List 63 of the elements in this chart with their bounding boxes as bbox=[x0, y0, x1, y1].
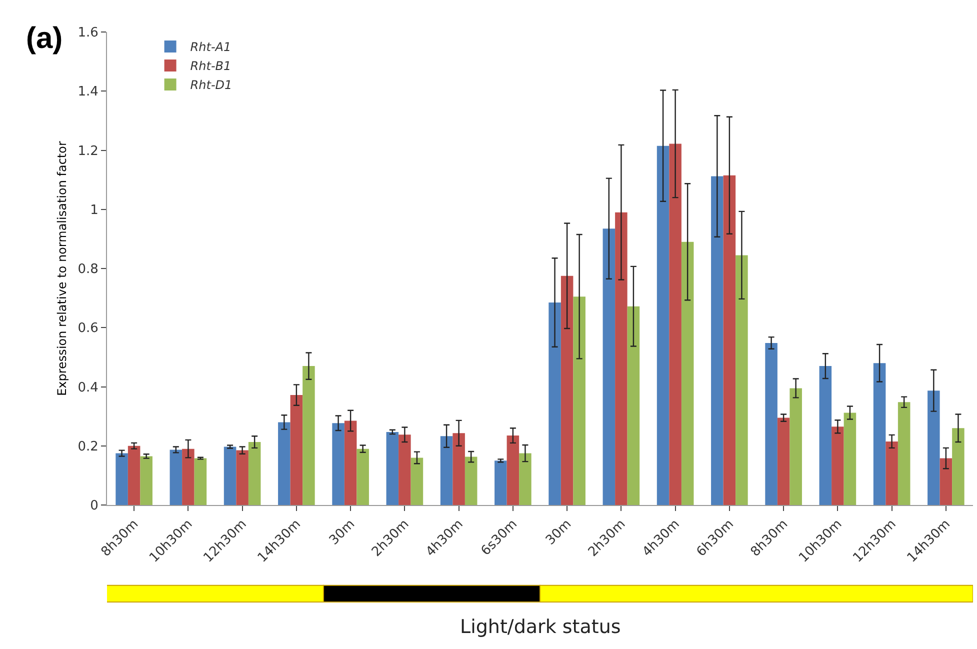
bar bbox=[656, 146, 670, 505]
y-tick-label: 0.4 bbox=[78, 380, 98, 396]
bar bbox=[290, 395, 303, 505]
bar bbox=[519, 453, 532, 505]
bar bbox=[128, 446, 140, 505]
bar bbox=[344, 420, 357, 505]
bar bbox=[506, 436, 520, 505]
bar bbox=[560, 276, 574, 505]
legend-label: Rht-A1 bbox=[190, 40, 232, 54]
bar bbox=[898, 402, 910, 505]
bar bbox=[548, 302, 561, 505]
bar bbox=[928, 390, 940, 505]
bar bbox=[464, 456, 478, 505]
bar bbox=[940, 458, 952, 505]
bar bbox=[627, 306, 640, 505]
bar bbox=[777, 418, 790, 505]
bar bbox=[886, 441, 898, 505]
bar bbox=[832, 426, 844, 505]
bar bbox=[356, 448, 369, 505]
bar bbox=[410, 458, 424, 505]
bar bbox=[440, 436, 453, 505]
bar bbox=[302, 366, 315, 505]
bar bbox=[681, 242, 694, 505]
bar bbox=[844, 412, 856, 505]
legend-label: Rht-D1 bbox=[190, 78, 232, 92]
y-tick-label: 1.2 bbox=[78, 144, 98, 159]
bar bbox=[236, 450, 248, 505]
y-tick-label: 0.2 bbox=[78, 439, 98, 454]
y-tick-label: 0.8 bbox=[78, 262, 98, 278]
bar bbox=[224, 446, 236, 505]
bar bbox=[386, 432, 399, 505]
bar bbox=[573, 296, 586, 505]
y-axis-title: Expression relative to normalisation factor bbox=[55, 141, 70, 396]
bar bbox=[452, 433, 465, 505]
y-tick-label: 0.6 bbox=[78, 321, 98, 336]
legend-label: Rht-B1 bbox=[190, 59, 232, 74]
y-tick-label: 0 bbox=[90, 498, 98, 514]
y-tick-label: 1.4 bbox=[78, 84, 98, 100]
bar bbox=[494, 460, 507, 505]
text: (a) bbox=[26, 22, 63, 55]
bar bbox=[602, 228, 616, 505]
bar bbox=[615, 212, 628, 505]
bar bbox=[116, 453, 128, 505]
bar bbox=[248, 442, 261, 505]
bar bbox=[398, 434, 411, 505]
bar bbox=[278, 422, 290, 505]
bar bbox=[819, 366, 832, 505]
bar bbox=[790, 388, 802, 505]
bar bbox=[765, 343, 778, 505]
bar bbox=[873, 363, 886, 505]
bar bbox=[194, 458, 207, 505]
bar bbox=[182, 448, 194, 505]
bar bbox=[332, 423, 344, 505]
bar bbox=[736, 255, 748, 505]
bar bbox=[711, 176, 724, 505]
bar bbox=[952, 428, 964, 505]
bar bbox=[140, 456, 152, 505]
y-tick-label: 1 bbox=[90, 202, 98, 218]
bar bbox=[669, 144, 682, 505]
x-axis-title: Light/dark status bbox=[460, 616, 621, 638]
y-tick-label: 1.6 bbox=[78, 26, 98, 41]
bar bbox=[723, 175, 736, 505]
bar bbox=[170, 450, 182, 505]
